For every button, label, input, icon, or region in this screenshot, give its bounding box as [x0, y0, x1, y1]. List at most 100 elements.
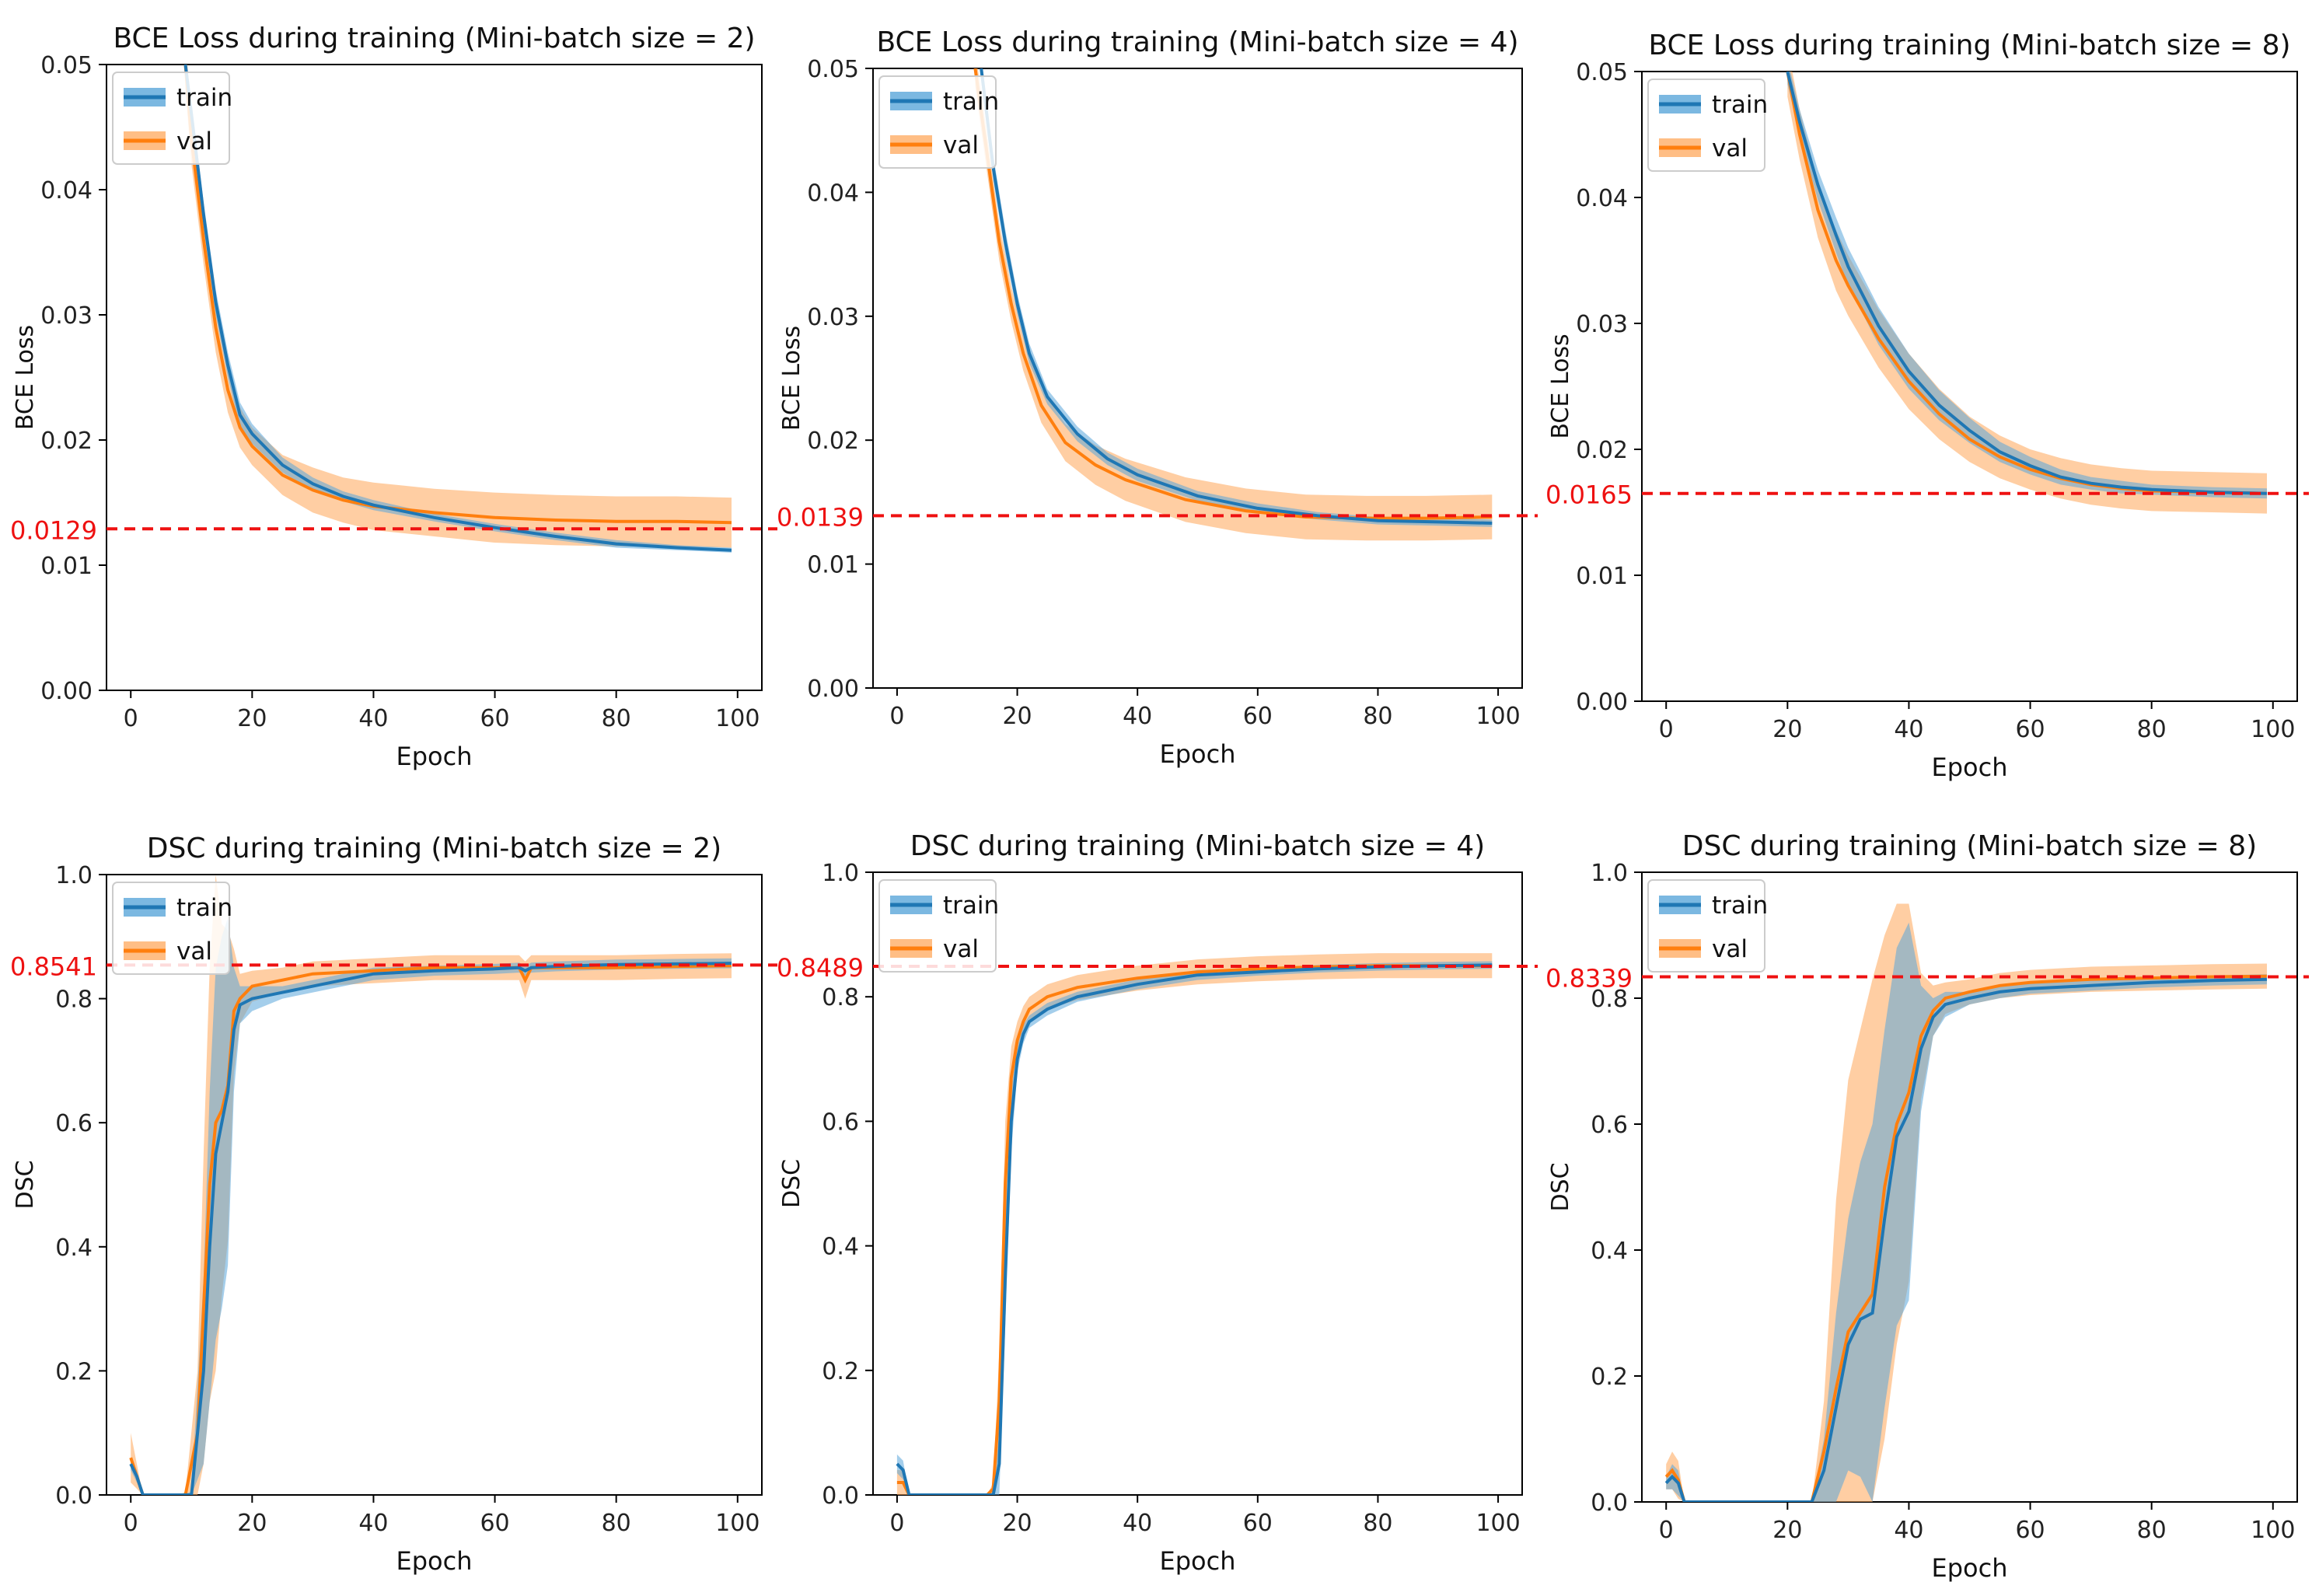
y-tick-label: 0.02 [1576, 437, 1628, 464]
val-line [183, 65, 732, 525]
x-axis-label: Epoch [396, 1546, 473, 1576]
y-tick-label: 0.05 [807, 56, 859, 83]
val-band [1787, 72, 2267, 514]
x-tick-label: 100 [2251, 716, 2295, 743]
plot-content [183, 65, 732, 553]
y-axis-label: DSC [778, 1159, 805, 1208]
x-tick-label: 80 [1363, 1510, 1392, 1537]
y-axis-label: DSC [12, 1160, 39, 1209]
y-tick-label: 0.01 [40, 553, 93, 580]
y-tick-label: 0.03 [807, 304, 859, 331]
chart-panel-5: 0.8489 0 20 40 60 80 100 0.0 0.2 0.4 0.6 0.8 1.0 DSC … [777, 830, 1538, 1576]
x-tick-label: 20 [1772, 716, 1802, 743]
y-tick-label: 0.6 [55, 1110, 93, 1137]
y-axis-label: BCE Loss [12, 325, 39, 430]
x-tick-label: 100 [2251, 1517, 2295, 1544]
chart-panel-4: 0.8541 0 20 40 60 80 100 0.0 0.2 0.4 0.6 0.8 1.0 DSC … [10, 833, 777, 1576]
reference-label: 0.8339 [1545, 964, 1633, 994]
legend-train-label: train [176, 84, 232, 112]
y-tick-label: 0.04 [40, 177, 93, 204]
x-axis-label: Epoch [1160, 739, 1236, 769]
x-tick-label: 20 [1772, 1517, 1802, 1544]
chart-panel-1: 0.0129 0 20 40 60 80 100 0.00 0.01 0.02 0.03 0.04 0.… [10, 23, 777, 771]
legend-val-label: val [176, 938, 212, 966]
x-tick-label: 60 [480, 705, 509, 732]
x-tick-label: 40 [1894, 1517, 1923, 1544]
y-tick-label: 0.04 [807, 180, 859, 207]
legend-train-label: train [1712, 892, 1768, 920]
y-axis-label: BCE Loss [1547, 334, 1574, 438]
legend: train val [112, 882, 232, 975]
chart-panel-6: 0.8339 0 20 40 60 80 100 0.0 0.2 0.4 0.6 0.8 1.0 DSC … [1545, 830, 2309, 1583]
legend: train val [878, 879, 999, 973]
y-tick-label: 1.0 [822, 860, 859, 887]
y-tick-label: 0.2 [1591, 1364, 1628, 1391]
x-tick-label: 60 [1243, 703, 1273, 730]
legend-val-label: val [176, 127, 212, 155]
y-tick-label: 1.0 [55, 862, 93, 889]
y-tick-label: 0.00 [40, 678, 93, 705]
x-tick-label: 0 [124, 1510, 138, 1537]
legend-val-label: val [1712, 935, 1748, 963]
x-tick-label: 40 [1123, 703, 1152, 730]
x-tick-label: 20 [1002, 1510, 1032, 1537]
y-tick-label: 0.2 [55, 1358, 93, 1385]
legend-train-label: train [1712, 91, 1768, 119]
y-tick-label: 0.0 [1591, 1489, 1628, 1517]
reference-label: 0.0129 [10, 515, 97, 545]
legend-train-label: train [943, 892, 999, 920]
y-tick-label: 0.04 [1576, 185, 1628, 212]
y-tick-label: 0.02 [40, 428, 93, 455]
chart-title: DSC during training (Mini-batch size = 8… [1682, 830, 2257, 862]
y-tick-label: 0.00 [807, 676, 859, 703]
y-tick-label: 0.0 [55, 1482, 93, 1510]
x-tick-label: 80 [2137, 716, 2167, 743]
x-tick-label: 20 [1002, 703, 1032, 730]
y-tick-label: 0.6 [822, 1109, 859, 1136]
y-tick-label: 0.6 [1591, 1112, 1628, 1139]
plot-content [1664, 903, 2268, 1502]
x-tick-label: 40 [358, 1510, 388, 1537]
legend-train-label: train [176, 894, 232, 922]
x-tick-label: 20 [237, 1510, 267, 1537]
x-tick-label: 0 [889, 703, 904, 730]
y-tick-label: 0.4 [1591, 1238, 1628, 1265]
legend-val-label: val [943, 131, 979, 159]
x-tick-label: 0 [1659, 1517, 1674, 1544]
chart-panel-2: 0.0139 0 20 40 60 80 100 0.00 0.01 0.02 0.03 0.04 0.… [777, 26, 1538, 769]
x-tick-label: 80 [1363, 703, 1392, 730]
y-axis-label: BCE Loss [778, 326, 805, 431]
chart-title: BCE Loss during training (Mini-batch siz… [876, 26, 1518, 58]
x-tick-label: 80 [602, 1510, 631, 1537]
reference-label: 0.8489 [777, 953, 864, 983]
chart-panel-3: 0.0165 0 20 40 60 80 100 0.00 0.01 0.02 0.03 0.04 0.… [1545, 30, 2309, 782]
reference-label: 0.0165 [1545, 480, 1633, 510]
y-tick-label: 0.01 [807, 552, 859, 579]
train-line [896, 963, 1493, 1495]
x-tick-label: 80 [2137, 1517, 2167, 1544]
train-line [129, 962, 732, 1495]
x-tick-label: 0 [1659, 716, 1674, 743]
plot-content [1786, 72, 2268, 514]
x-tick-label: 0 [124, 705, 138, 732]
x-tick-label: 100 [715, 705, 760, 732]
y-tick-label: 0.02 [807, 428, 859, 455]
train-line [1786, 72, 2268, 495]
y-tick-label: 0.05 [1576, 59, 1628, 86]
y-axis-label: DSC [1547, 1162, 1574, 1211]
x-tick-label: 60 [2015, 1517, 2045, 1544]
y-tick-label: 0.0 [822, 1482, 859, 1510]
reference-label: 0.0139 [777, 502, 864, 532]
chart-title: DSC during training (Mini-batch size = 2… [147, 833, 721, 864]
y-tick-label: 0.4 [55, 1235, 93, 1262]
legend: train val [1647, 879, 1768, 973]
y-tick-label: 0.8 [55, 987, 93, 1014]
y-tick-label: 0.4 [822, 1234, 859, 1261]
train-line [1664, 977, 2268, 1502]
y-tick-label: 0.05 [40, 52, 93, 79]
x-tick-label: 20 [237, 705, 267, 732]
x-tick-label: 40 [1894, 716, 1923, 743]
x-tick-label: 60 [2015, 716, 2045, 743]
x-tick-label: 60 [1243, 1510, 1273, 1537]
